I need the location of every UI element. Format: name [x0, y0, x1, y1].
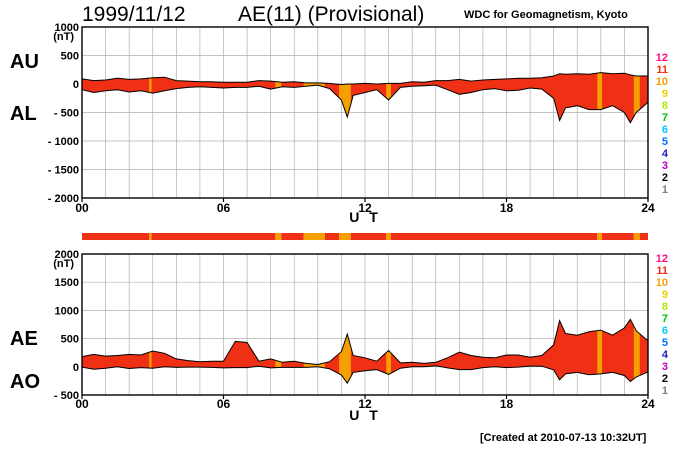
series-line-ae	[81, 318, 649, 366]
x-tick-label: 18	[500, 201, 514, 215]
station-scale-label: 3	[662, 160, 668, 172]
station-scale-label: 3	[662, 361, 668, 373]
area-fill-alt-segment	[275, 81, 282, 89]
y-tick-label: 500	[61, 51, 79, 63]
y-tick-label: - 1500	[48, 165, 79, 177]
quality-bar-segment	[597, 233, 603, 240]
area-fill-au-al	[82, 72, 648, 123]
x-tick-label: 24	[641, 397, 655, 411]
x-tick-label: 12	[358, 397, 372, 411]
series-line-ao	[81, 365, 649, 385]
area-fill-alt-segment	[275, 360, 282, 368]
station-scale-label: 1	[662, 184, 668, 196]
x-tick-label: 06	[217, 397, 231, 411]
station-scale-label: 11	[656, 265, 668, 277]
area-fill-alt-segment	[149, 77, 152, 93]
station-scale-label: 2	[662, 373, 668, 385]
quality-bar-segment	[602, 233, 634, 240]
station-scale-label: 9	[662, 289, 668, 301]
source-label: WDC for Geomagnetism, Kyoto	[464, 9, 628, 21]
station-scale-label: 8	[662, 100, 668, 112]
station-scale-label: 5	[662, 136, 668, 148]
quality-bar-segment	[151, 233, 276, 240]
y-tick-label: 1500	[55, 277, 79, 289]
quality-bar-segment	[82, 233, 150, 240]
y-tick-label: - 2000	[48, 193, 79, 205]
quality-bar-segment	[324, 233, 340, 240]
station-scale-label: 8	[662, 301, 668, 313]
quality-bar-segment	[275, 233, 282, 240]
station-scale-label: 4	[662, 349, 669, 361]
area-fill-alt-segment	[386, 350, 391, 375]
station-scale-label: 6	[662, 325, 668, 337]
x-axis-label: U T	[349, 407, 381, 423]
station-scale-label: 2	[662, 172, 668, 184]
area-fill-alt-segment	[339, 84, 351, 118]
series-line-au	[81, 72, 648, 86]
x-axis-label: U T	[349, 209, 381, 225]
x-tick-label: 06	[217, 201, 231, 215]
quality-bar-segment	[390, 233, 598, 240]
created-timestamp: [Created at 2010-07-13 10:32UT]	[480, 432, 647, 444]
series-line-al	[81, 84, 649, 124]
y-tick-label: - 500	[54, 390, 79, 402]
station-scale-label: 7	[662, 112, 668, 124]
station-scale-label: 12	[656, 52, 668, 64]
y-tick-label: - 1000	[48, 136, 79, 148]
area-fill-alt-segment	[597, 72, 603, 110]
y-tick-label: 0	[73, 362, 79, 374]
x-tick-label: 24	[641, 201, 655, 215]
quality-bar-segment	[281, 233, 304, 240]
station-scale-label: 7	[662, 313, 668, 325]
al-side-label: AL	[10, 103, 37, 125]
x-tick-label: 00	[75, 397, 89, 411]
au-side-label: AU	[10, 51, 39, 73]
y-tick-label: 1000	[55, 22, 79, 34]
area-fill-alt-segment	[303, 82, 325, 88]
area-fill-alt-segment	[149, 351, 152, 369]
chart-index-title: AE(11) (Provisional)	[238, 3, 425, 26]
station-scale-label: 11	[656, 64, 668, 76]
area-fill-alt-segment	[633, 326, 640, 379]
quality-bar-segment	[639, 233, 648, 240]
quality-bar-segment	[149, 233, 152, 240]
station-scale-label: 4	[662, 148, 669, 160]
y-tick-label: 1000	[55, 305, 79, 317]
area-fill-alt-segment	[386, 83, 391, 100]
area-fill-alt-segment	[597, 330, 603, 375]
station-scale-label: 10	[656, 76, 668, 88]
x-tick-label: 18	[500, 397, 514, 411]
quality-bar-segment	[386, 233, 391, 240]
station-scale-label: 6	[662, 124, 668, 136]
station-scale-label: 12	[656, 253, 668, 265]
ae-side-label: AE	[10, 328, 38, 350]
y-tick-label: 0	[73, 79, 79, 91]
quality-bar-segment	[350, 233, 387, 240]
chart-date-title: 1999/11/12	[82, 3, 186, 26]
quality-bar-segment	[633, 233, 640, 240]
y-tick-label: - 500	[54, 108, 79, 120]
area-fill-alt-segment	[339, 334, 351, 384]
y-tick-label: 2000	[55, 249, 79, 261]
quality-bar-segment	[303, 233, 325, 240]
station-scale-label: 10	[656, 277, 668, 289]
quality-bar-segment	[339, 233, 351, 240]
y-tick-label: 500	[61, 334, 79, 346]
y-unit-label: (nT)	[53, 31, 74, 43]
ao-side-label: AO	[10, 371, 40, 393]
x-tick-label: 12	[358, 201, 372, 215]
station-scale-label: 9	[662, 88, 668, 100]
station-scale-label: 5	[662, 337, 668, 349]
x-tick-label: 00	[75, 201, 89, 215]
y-unit-label: (nT)	[53, 258, 74, 270]
station-scale-label: 1	[662, 385, 668, 397]
area-fill-alt-segment	[633, 75, 640, 117]
